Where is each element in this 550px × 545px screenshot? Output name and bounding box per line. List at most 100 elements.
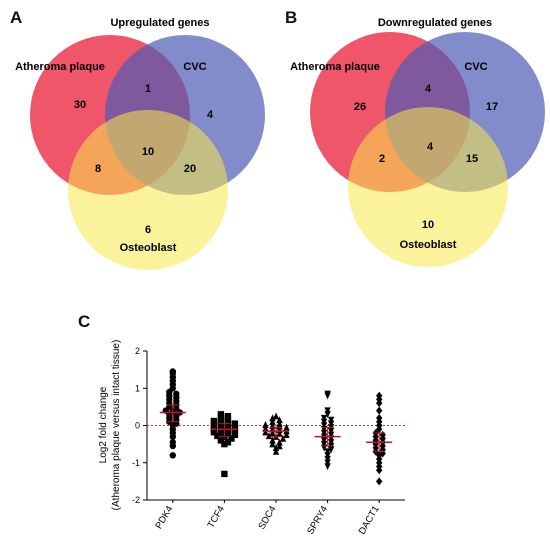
data-point: [283, 431, 290, 439]
data-point: [327, 439, 335, 446]
venn-b-count-cvc-osteoblast: 15: [466, 153, 478, 165]
x-category-label: PDK4: [153, 504, 175, 531]
data-point: [324, 459, 331, 467]
y-tick-label: 2: [135, 346, 140, 356]
data-point: [272, 447, 280, 455]
data-point: [169, 452, 176, 459]
data-point: [210, 417, 218, 425]
data-point: [320, 429, 328, 437]
data-point: [210, 421, 218, 428]
data-point: [283, 423, 290, 431]
data-point: [269, 414, 276, 422]
venn-a-label-osteoblast: Osteoblast: [120, 242, 177, 254]
data-point: [231, 427, 239, 435]
venn-b-count-all: 4: [427, 141, 434, 153]
panel-label-b: B: [285, 8, 298, 27]
data-point: [169, 368, 176, 375]
venn-b-title: Downregulated genes: [378, 17, 492, 29]
y-tick-label: -2: [132, 495, 140, 505]
data-point: [228, 435, 235, 442]
x-category-label: SDC4: [256, 504, 278, 531]
panel-label-c: C: [78, 312, 91, 331]
data-point: [327, 446, 335, 454]
data-point: [221, 440, 228, 448]
data-point: [217, 411, 225, 418]
data-point: [262, 421, 269, 428]
data-point: [169, 442, 176, 450]
data-point: [214, 432, 221, 440]
data-point: [324, 463, 331, 471]
data-point: [320, 422, 328, 430]
data-point: [265, 432, 273, 440]
data-point: [376, 425, 383, 434]
venn-upregulated: Upregulated genes Atheroma plaque CVC Os…: [15, 17, 265, 270]
data-point: [224, 423, 232, 430]
venn-b-label-atheroma: Atheroma plaque: [290, 61, 380, 73]
data-point: [224, 412, 232, 420]
data-point: [324, 411, 331, 419]
venn-b-label-osteoblast: Osteoblast: [400, 239, 457, 251]
data-point: [269, 418, 276, 425]
scatter-layer: 2 1 0 -1 -2 PDK4 TCF4 SDC4 SPRY4 DACT1: [132, 346, 405, 536]
venn-b-osteoblast-circle: [348, 107, 508, 267]
data-point: [327, 427, 335, 435]
data-point: [376, 414, 383, 423]
data-point: [173, 390, 180, 398]
data-point: [376, 406, 383, 415]
data-point: [262, 428, 269, 436]
venn-b-count-cvc: 17: [486, 101, 498, 113]
venn-b-count-atheroma-cvc: 4: [425, 83, 432, 95]
data-point: [276, 429, 283, 437]
data-point: [324, 390, 331, 398]
venn-downregulated: Downregulated genes Atheroma plaque CVC …: [290, 17, 545, 267]
data-point: [327, 416, 335, 424]
data-point: [269, 440, 276, 448]
data-point: [272, 412, 280, 420]
venn-a-count-atheroma-cvc: 1: [145, 83, 151, 95]
x-category-label: TCF4: [206, 504, 227, 530]
venn-a-count-cvc: 4: [207, 109, 214, 121]
data-point: [210, 429, 218, 436]
data-point: [276, 416, 283, 424]
data-point: [169, 433, 176, 440]
data-point: [231, 420, 239, 427]
venn-a-count-osteoblast: 6: [145, 224, 151, 236]
venn-a-label-cvc: CVC: [183, 61, 206, 73]
venn-a-count-cvc-osteoblast: 20: [184, 163, 196, 175]
data-point: [217, 422, 225, 429]
venn-a-count-atheroma: 30: [74, 99, 86, 111]
data-point: [376, 391, 383, 400]
data-point: [320, 440, 328, 448]
data-point: [320, 418, 328, 426]
data-point: [376, 466, 383, 475]
data-point: [276, 419, 283, 427]
venn-b-count-atheroma-osteoblast: 2: [379, 153, 385, 165]
x-category-label: SPRY4: [305, 504, 330, 536]
venn-b-count-atheroma: 26: [354, 101, 366, 113]
data-point: [262, 424, 269, 432]
venn-a-title: Upregulated genes: [110, 17, 209, 29]
y-axis-label-line2: (Atheroma plaque versus intact tissue): [111, 340, 122, 511]
data-point: [320, 437, 328, 445]
data-point: [231, 424, 239, 431]
y-axis-label-line1: Log2 fold change: [98, 386, 109, 463]
venn-a-count-all: 10: [142, 146, 154, 158]
data-point: [327, 420, 335, 428]
data-point: [276, 438, 283, 446]
y-tick-label: 1: [135, 383, 140, 393]
data-point: [217, 429, 225, 437]
data-point: [269, 436, 276, 444]
venn-b-label-cvc: CVC: [464, 61, 487, 73]
venn-a-label-atheroma: Atheroma plaque: [15, 61, 105, 73]
venn-a-count-atheroma-osteoblast: 8: [95, 163, 101, 175]
data-point: [324, 452, 331, 459]
data-point: [376, 477, 383, 486]
data-point: [324, 448, 331, 456]
y-tick-label: 0: [135, 421, 140, 431]
data-point: [272, 444, 280, 452]
data-point: [276, 442, 283, 450]
data-point: [320, 414, 328, 422]
data-point: [324, 455, 331, 463]
data-point: [224, 416, 232, 424]
